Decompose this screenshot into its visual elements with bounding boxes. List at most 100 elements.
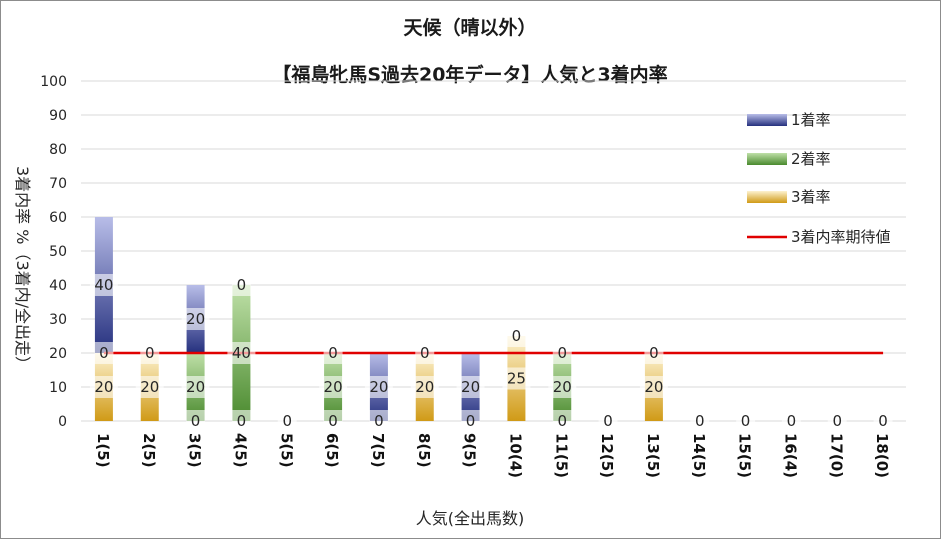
x-tick-label: 7(5) [369, 433, 387, 468]
x-tick-label: 15(5) [736, 433, 754, 478]
x-tick-label: 1(5) [94, 433, 112, 468]
y-tick-label: 60 [49, 210, 67, 226]
x-tick-label: 17(0) [827, 433, 845, 478]
data-label: 0 [603, 412, 613, 430]
x-tick-label: 18(0) [873, 433, 891, 478]
x-tick-label: 2(5) [140, 433, 158, 468]
x-tick-label: 3(5) [186, 433, 204, 468]
data-label: 0 [237, 276, 247, 294]
data-label-bg [781, 410, 801, 432]
data-label-bg [461, 410, 481, 432]
x-tick-label: 11(5) [552, 433, 570, 478]
data-label: 0 [557, 344, 567, 362]
data-label-bg [231, 410, 251, 432]
data-label: 20 [369, 378, 388, 396]
data-label-bg [364, 376, 393, 398]
x-tick-label: 5(5) [277, 433, 295, 468]
data-label: 0 [374, 412, 384, 430]
data-label-bg [502, 367, 531, 390]
gridlines [81, 80, 906, 422]
x-tick-label: 16(4) [781, 433, 799, 478]
y-tick-label: 80 [49, 142, 67, 158]
data-label-bg [227, 342, 256, 364]
data-label: 0 [237, 412, 247, 430]
data-label: 20 [186, 378, 205, 396]
y-axis-ticks: 0 10 20 30 40 50 60 70 80 90 100 [40, 74, 67, 430]
data-label: 40 [232, 344, 251, 362]
data-label-bg [410, 376, 439, 398]
data-label: 0 [328, 412, 338, 430]
chart-subtitle: 【福島牝馬S過去20年データ】人気と3着内率 [272, 63, 667, 86]
x-tick-label: 8(5) [415, 433, 433, 468]
data-label-bg [827, 410, 847, 432]
data-label-bg [89, 274, 118, 296]
x-tick-label: 14(5) [690, 433, 708, 478]
legend-label: 3着率 [791, 188, 831, 206]
legend-label: 3着内率期待値 [791, 228, 891, 246]
data-label: 40 [94, 276, 113, 294]
y-tick-label: 70 [49, 176, 67, 192]
data-label: 0 [191, 412, 201, 430]
y-tick-label: 20 [49, 346, 67, 362]
data-label-bg [456, 376, 485, 398]
data-label-bg [135, 376, 164, 398]
x-axis-title: 人気(全出馬数) [416, 509, 525, 528]
data-label: 20 [324, 378, 343, 396]
data-label: 20 [553, 378, 572, 396]
data-label: 20 [415, 378, 434, 396]
data-label-bg [644, 342, 664, 364]
x-tick-label: 10(4) [506, 433, 524, 478]
legend-swatch [747, 191, 787, 203]
data-label: 25 [507, 370, 526, 388]
data-label: 20 [186, 310, 205, 328]
y-axis-title: 3着内率 %（3着内/全出走） [13, 166, 32, 372]
data-label: 0 [741, 412, 751, 430]
data-label: 0 [832, 412, 842, 430]
data-label-bg [89, 376, 118, 398]
data-label-bg [231, 274, 251, 296]
y-tick-label: 30 [49, 312, 67, 328]
data-label-bg [323, 410, 343, 432]
y-tick-label: 40 [49, 278, 67, 294]
y-tick-label: 10 [49, 380, 67, 396]
legend-swatch [747, 153, 787, 165]
data-label-bg [140, 342, 160, 364]
data-label: 0 [420, 344, 430, 362]
x-tick-label: 9(5) [461, 433, 479, 468]
data-label: 0 [145, 344, 155, 362]
x-axis-ticks: 1(5) 2(5) 3(5) 4(5) 5(5) 6(5) 7(5) 8(5) 9(5) 10(4… [94, 433, 891, 478]
data-label-bg [598, 410, 618, 432]
data-label: 0 [466, 412, 476, 430]
data-label-bg [639, 376, 668, 398]
data-label: 0 [557, 412, 567, 430]
y-tick-label: 90 [49, 108, 67, 124]
data-label-bg [548, 376, 577, 398]
data-label: 0 [649, 344, 659, 362]
data-label-bg [690, 410, 710, 432]
data-label-bg [552, 342, 572, 364]
data-label: 20 [140, 378, 159, 396]
data-label: 0 [282, 412, 292, 430]
data-label: 20 [94, 378, 113, 396]
x-tick-label: 4(5) [231, 433, 249, 468]
x-tick-label: 12(5) [598, 433, 616, 478]
chart-title: 天候（晴以外） [403, 16, 536, 39]
data-label-bg [736, 410, 756, 432]
legend-label: 2着率 [791, 150, 831, 168]
x-tick-label: 13(5) [644, 433, 662, 478]
legend-label: 1着率 [791, 111, 831, 129]
y-tick-label: 0 [58, 414, 67, 430]
data-label: 0 [878, 412, 888, 430]
data-label: 0 [787, 412, 797, 430]
data-label-bg [415, 342, 435, 364]
data-label: 20 [644, 378, 663, 396]
data-label-bg [873, 410, 893, 432]
data-label-bg [94, 342, 114, 364]
data-label-bg [186, 410, 206, 432]
data-label-bg [369, 410, 389, 432]
data-label-bg [506, 325, 526, 347]
data-label-bg [181, 376, 210, 398]
y-tick-label: 100 [40, 74, 67, 90]
